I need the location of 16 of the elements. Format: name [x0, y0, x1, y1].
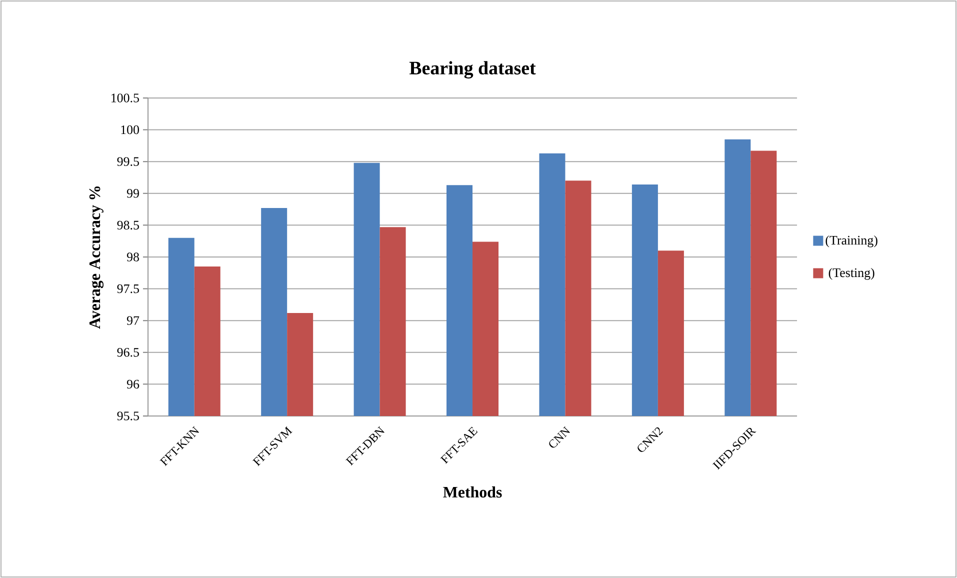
y-tick-label: 95.5 [117, 412, 139, 420]
y-tick-label: 97 [126, 316, 140, 325]
y-tick-label: 99.5 [117, 157, 139, 166]
legend-label: (Testing) [828, 268, 874, 280]
chart-title: Bearing dataset [409, 61, 536, 78]
y-tick-label: 100 [121, 125, 139, 134]
y-tick-label: 98.5 [117, 220, 139, 230]
y-tick-label: 100.5 [111, 94, 139, 102]
legend-label: (Training) [826, 236, 878, 248]
y-tick-label: 96 [126, 380, 140, 389]
x-axis-title: Methods [443, 486, 502, 498]
y-tick-label: 98 [126, 252, 139, 262]
y-tick-label: 97.5 [117, 284, 139, 294]
y-tick-label: 96.5 [117, 348, 139, 357]
y-axis-title: Average Accuracy % [89, 186, 104, 329]
y-tick-label: 99 [126, 189, 139, 198]
